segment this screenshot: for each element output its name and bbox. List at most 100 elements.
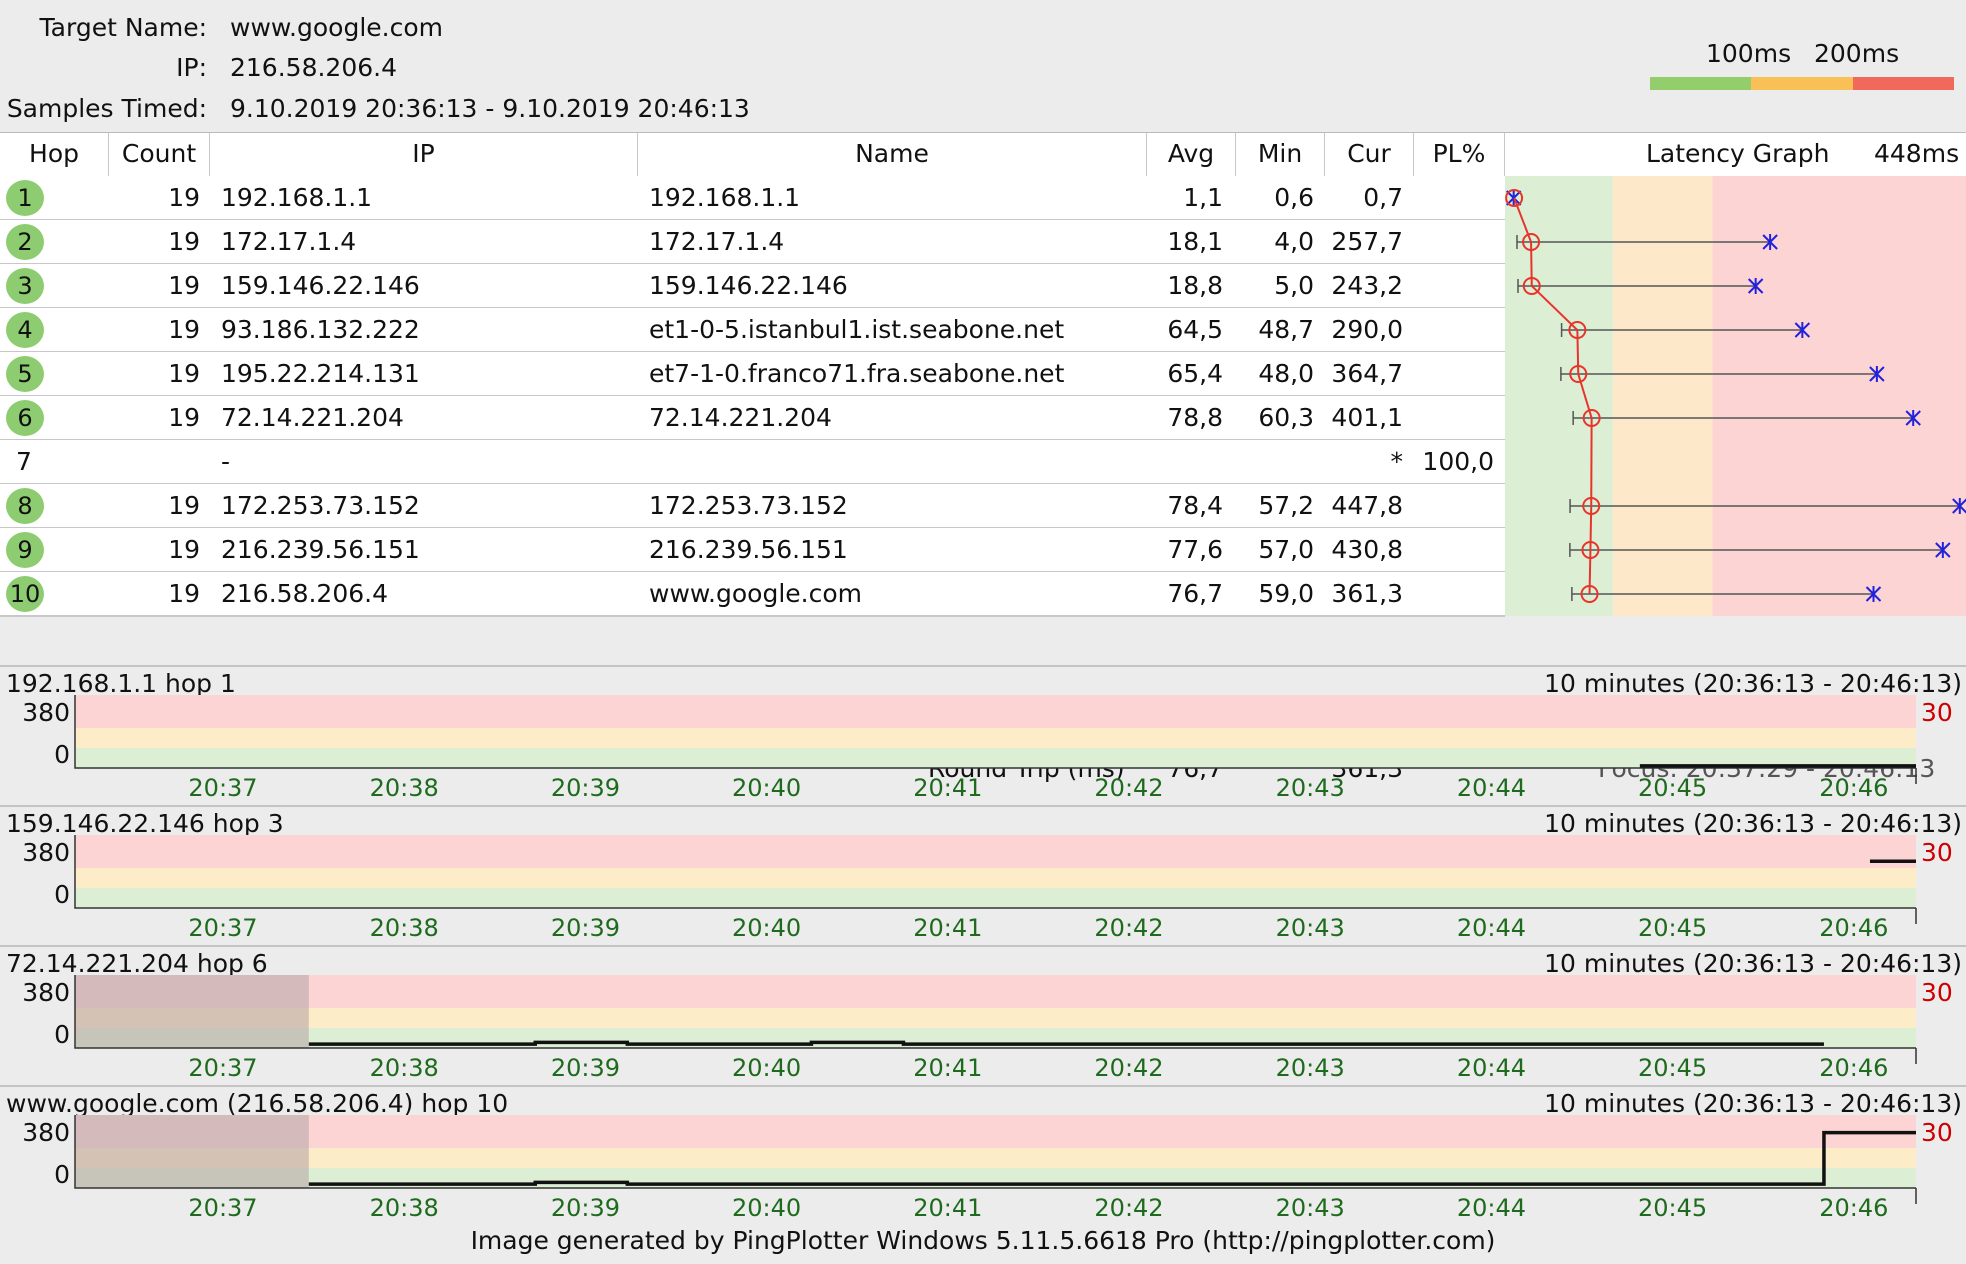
chart-x-tick-label: 20:43 xyxy=(1276,774,1345,802)
chart-plot: 20:37 20:38 20:39 20:40 20:41 20:42 20:43 20:44… xyxy=(74,835,1917,942)
hop-cur: 401,1 xyxy=(1331,403,1403,432)
table-row[interactable]: 6 19 72.14.221.204 72.14.221.204 78,8 60,3 401… xyxy=(0,396,1505,441)
chart-x-tick-label: 20:39 xyxy=(551,774,620,802)
column-header-min[interactable]: Min xyxy=(1236,133,1325,177)
chart-x-tick-label: 20:45 xyxy=(1638,1054,1707,1082)
target-name-label: Target Name: xyxy=(39,13,207,42)
chart-axes xyxy=(74,695,1917,784)
chart-y-top: 380 xyxy=(22,838,70,867)
column-header-pl[interactable]: PL% xyxy=(1414,133,1505,177)
chart-x-tick-label: 20:41 xyxy=(913,1194,982,1222)
column-header-name[interactable]: Name xyxy=(638,133,1147,177)
chart-title: 159.146.22.146 hop 3 xyxy=(6,809,284,838)
chart-x-tick-label: 20:41 xyxy=(913,1054,982,1082)
table-row[interactable]: 1 19 192.168.1.1 192.168.1.1 1,1 0,6 0,7 xyxy=(0,176,1505,221)
hop-ip: 216.239.56.151 xyxy=(221,535,420,564)
hop-count: 19 xyxy=(168,403,200,432)
hop-name: 172.253.73.152 xyxy=(649,491,848,520)
hop-name: 192.168.1.1 xyxy=(649,183,801,212)
chart-axes xyxy=(74,835,1917,924)
table-row[interactable]: 5 19 195.22.214.131 et7-1-0.franco71.fra.se… xyxy=(0,352,1505,397)
chart-warn-band xyxy=(75,1148,1916,1168)
chart-plot: 20:37 20:38 20:39 20:40 20:41 20:42 20:43 20:44… xyxy=(74,975,1917,1082)
hop-min: 0,6 xyxy=(1274,183,1314,212)
chart-plot: 20:37 20:38 20:39 20:40 20:41 20:42 20:43 20:44… xyxy=(74,1115,1917,1222)
hop-timeline-chart[interactable]: www.google.com (216.58.206.4) hop 10 10 m… xyxy=(0,1085,1966,1225)
column-header-hop[interactable]: Hop xyxy=(0,133,109,177)
hop-number: 6 xyxy=(6,400,44,436)
table-row[interactable]: 4 19 93.186.132.222 et1-0-5.istanbul1.ist.s… xyxy=(0,308,1505,353)
chart-y-top: 380 xyxy=(22,1118,70,1147)
hop-number: 3 xyxy=(6,268,44,304)
hop-ip: 192.168.1.1 xyxy=(221,183,373,212)
table-row[interactable]: 7 - * 100,0 xyxy=(0,440,1505,485)
column-header-avg[interactable]: Avg xyxy=(1147,133,1236,177)
hop-ip: 159.146.22.146 xyxy=(221,271,420,300)
chart-time-range: 10 minutes (20:36:13 - 20:46:13) xyxy=(1544,669,1962,698)
chart-x-tick-label: 20:40 xyxy=(732,1054,801,1082)
hop-cur: 430,8 xyxy=(1331,535,1403,564)
chart-y-bottom: 0 xyxy=(54,1020,70,1049)
chart-warn-band xyxy=(75,728,1916,748)
chart-y-bottom: 0 xyxy=(54,740,70,769)
hop-count: 19 xyxy=(168,359,200,388)
chart-right-label: 30 xyxy=(1921,838,1953,867)
hop-min: 60,3 xyxy=(1258,403,1314,432)
hop-number: 8 xyxy=(6,488,44,524)
table-row[interactable]: 9 19 216.239.56.151 216.239.56.151 77,6 57,0 4… xyxy=(0,528,1505,573)
hop-cur: 290,0 xyxy=(1331,315,1403,344)
chart-y-bottom: 0 xyxy=(54,880,70,909)
hop-ip: - xyxy=(221,447,231,476)
hop-ip: 93.186.132.222 xyxy=(221,315,420,344)
column-header-cur[interactable]: Cur xyxy=(1325,133,1414,177)
hop-avg: 65,4 xyxy=(1167,359,1223,388)
hop-timeline-chart[interactable]: 159.146.22.146 hop 3 10 minutes (20:36:13… xyxy=(0,805,1966,945)
chart-x-tick-label: 20:44 xyxy=(1457,774,1526,802)
hop-name: 172.17.1.4 xyxy=(649,227,785,256)
hop-min: 5,0 xyxy=(1274,271,1314,300)
chart-unfocused-region xyxy=(75,1115,309,1188)
target-name-value: www.google.com xyxy=(230,13,443,42)
hop-packet-loss: 100,0 xyxy=(1422,447,1494,476)
chart-separator xyxy=(0,1085,1966,1087)
chart-x-tick-label: 20:43 xyxy=(1276,1054,1345,1082)
hop-name: 216.239.56.151 xyxy=(649,535,848,564)
chart-good-band xyxy=(75,748,1916,768)
column-header-latency-graph[interactable]: Latency Graph xyxy=(1646,139,1830,168)
chart-x-tick-label: 20:42 xyxy=(1094,774,1163,802)
hop-count: 19 xyxy=(168,183,200,212)
chart-y-top: 380 xyxy=(22,698,70,727)
hop-cur: 364,7 xyxy=(1331,359,1403,388)
chart-x-tick-label: 20:38 xyxy=(370,774,439,802)
table-row[interactable]: 2 19 172.17.1.4 172.17.1.4 18,1 4,0 257,7 xyxy=(0,220,1505,265)
hop-avg: 18,1 xyxy=(1167,227,1223,256)
column-header-ip[interactable]: IP xyxy=(210,133,638,177)
latency-graph xyxy=(1505,176,1966,616)
table-row[interactable]: 10 19 216.58.206.4 www.google.com 76,7 59,0 36… xyxy=(0,572,1505,617)
hop-min: 4,0 xyxy=(1274,227,1314,256)
hop-name: www.google.com xyxy=(649,579,862,608)
chart-time-range: 10 minutes (20:36:13 - 20:46:13) xyxy=(1544,809,1962,838)
chart-x-tick-label: 20:42 xyxy=(1094,914,1163,942)
chart-x-tick-label: 20:44 xyxy=(1457,914,1526,942)
hop-ip: 172.253.73.152 xyxy=(221,491,420,520)
chart-bad-band xyxy=(75,1115,1916,1148)
latency-avg-point xyxy=(1568,321,1587,339)
chart-bad-band xyxy=(75,695,1916,728)
hop-timeline-chart[interactable]: 192.168.1.1 hop 1 10 minutes (20:36:13 - … xyxy=(0,665,1966,805)
column-header-count[interactable]: Count xyxy=(109,133,210,177)
latency-avg-point xyxy=(1505,189,1524,207)
chart-y-bottom: 0 xyxy=(54,1160,70,1189)
table-row[interactable]: 8 19 172.253.73.152 172.253.73.152 78,4 57,2 4… xyxy=(0,484,1505,529)
chart-x-tick-label: 20:42 xyxy=(1094,1194,1163,1222)
table-row[interactable]: 3 19 159.146.22.146 159.146.22.146 18,8 5,0 24… xyxy=(0,264,1505,309)
hop-ip: 216.58.206.4 xyxy=(221,579,388,608)
hop-avg: 77,6 xyxy=(1167,535,1223,564)
chart-x-tick-label: 20:38 xyxy=(370,1194,439,1222)
hop-count: 19 xyxy=(168,271,200,300)
hop-number: 9 xyxy=(6,532,44,568)
hop-timeline-chart[interactable]: 72.14.221.204 hop 6 10 minutes (20:36:13 … xyxy=(0,945,1966,1085)
chart-latency-series xyxy=(308,1130,1916,1186)
samples-timed-value: 9.10.2019 20:36:13 - 9.10.2019 20:46:13 xyxy=(230,94,750,123)
chart-x-tick-label: 20:44 xyxy=(1457,1194,1526,1222)
